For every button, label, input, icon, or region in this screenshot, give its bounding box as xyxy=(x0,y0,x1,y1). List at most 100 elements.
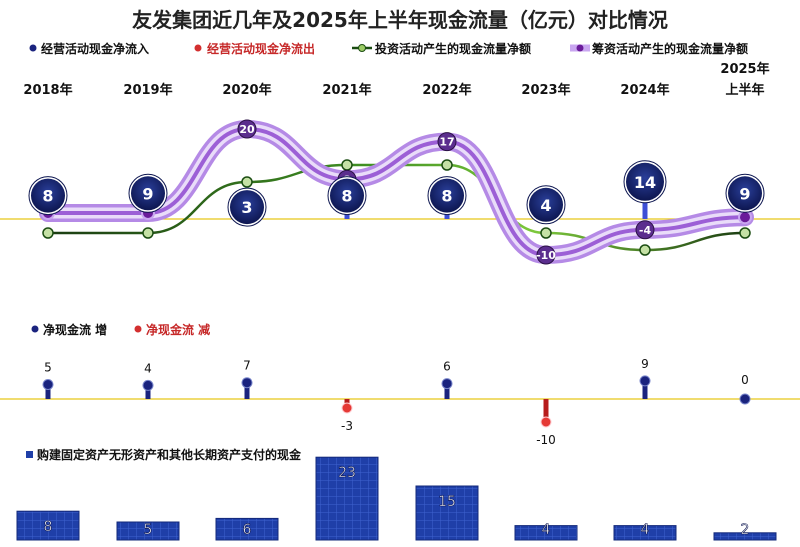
financing-point xyxy=(738,210,752,225)
net-value-label: -10 xyxy=(536,433,556,447)
legend-capex: 购建固定资产无形资产和其他长期资产支付的现金 xyxy=(26,447,302,462)
net-value-label: 6 xyxy=(443,360,451,374)
legend-net-increase-marker xyxy=(31,325,39,333)
net-point xyxy=(441,378,453,390)
financing-point xyxy=(635,220,655,240)
net-point xyxy=(241,377,253,389)
net-point xyxy=(42,379,54,390)
capex-value-label: 15 xyxy=(438,494,456,510)
operating-bubble xyxy=(728,176,762,211)
net-stem xyxy=(145,385,151,399)
operating-bubble xyxy=(330,178,364,213)
x-tick-label: 2025年上半年 xyxy=(720,61,769,98)
net-point xyxy=(639,375,651,387)
operating-value-label: 14 xyxy=(634,173,656,192)
operating-value-label: 9 xyxy=(739,184,750,203)
investing-point xyxy=(241,176,253,188)
operating-value-label: 3 xyxy=(241,198,252,217)
legend-net: 净现金流 增 净现金流 减 xyxy=(31,322,210,337)
legend-capex-marker xyxy=(26,451,33,458)
capex-bar xyxy=(514,525,578,541)
x-tick-label: 2024年 xyxy=(620,82,669,98)
financing-point xyxy=(536,245,556,265)
legend-outflow-label: 经营活动现金净流出 xyxy=(207,41,315,56)
operating-value-label: 4 xyxy=(540,196,551,215)
capex-bar xyxy=(16,510,80,541)
x-tick-label: 2023年 xyxy=(521,82,570,98)
capex-value-label: 4 xyxy=(641,522,650,538)
investing-point xyxy=(540,227,552,239)
financing-value-label: 17 xyxy=(439,136,454,149)
net-point xyxy=(540,416,552,428)
legend-financing-marker xyxy=(576,44,584,52)
net-value-label: 9 xyxy=(641,357,649,371)
legend-capex-label: 购建固定资产无形资产和其他长期资产支付的现金 xyxy=(37,447,302,462)
legend-financing-label: 筹资活动产生的现金流量净额 xyxy=(592,41,748,56)
net-stem xyxy=(444,383,450,399)
legend-net-decrease-label: 净现金流 减 xyxy=(146,322,210,337)
capex-bar xyxy=(713,532,777,541)
net-stem xyxy=(244,382,250,399)
operating-bubble xyxy=(626,162,664,201)
legend-net-decrease-marker xyxy=(134,325,142,333)
net-stem xyxy=(543,399,549,422)
financing-value-label: -10 xyxy=(536,249,556,262)
x-tick-label: 2019年 xyxy=(123,82,172,98)
legend-top: 经营活动现金净流入 经营活动现金净流出 投资活动产生的现金流量净额 筹资活动产生… xyxy=(29,41,748,56)
net-stem xyxy=(45,384,51,399)
financing-value-label: -4 xyxy=(639,224,652,237)
investing-point xyxy=(441,159,453,171)
operating-value-label: 9 xyxy=(142,184,153,203)
capex-bar xyxy=(415,485,479,541)
investing-point xyxy=(739,227,751,239)
investing-point xyxy=(341,159,353,171)
net-point xyxy=(341,402,353,414)
operating-bubble xyxy=(529,187,563,222)
financing-ribbon-core xyxy=(46,126,747,258)
net-value-label: 0 xyxy=(741,373,749,387)
capex-bar xyxy=(116,521,180,541)
capex-bar xyxy=(315,456,379,541)
financing-value-label: 20 xyxy=(239,123,255,136)
operating-bubble xyxy=(31,178,65,213)
capex-value-label: 4 xyxy=(542,522,551,538)
financing-point xyxy=(437,132,457,152)
net-value-label: 4 xyxy=(144,361,152,375)
capex-value-label: 6 xyxy=(243,522,252,538)
x-tick-label: 2020年 xyxy=(222,82,271,98)
legend-outflow-marker xyxy=(194,44,202,52)
capex-bar xyxy=(215,517,279,541)
net-value-label: -3 xyxy=(341,419,353,433)
legend-investing-label: 投资活动产生的现金流量净额 xyxy=(375,41,531,56)
financing-series: 20 8 17 -10 -4 xyxy=(39,119,754,265)
operating-bubble xyxy=(430,178,464,213)
operating-value-label: 8 xyxy=(441,187,452,206)
x-tick-label: 2018年 xyxy=(23,82,72,98)
operating-bubble xyxy=(230,190,264,225)
net-point xyxy=(142,379,154,391)
operating-value-label: 8 xyxy=(341,187,352,206)
legend-investing-marker xyxy=(358,44,366,52)
chart-title: 友发集团近几年及2025年上半年现金流量（亿元）对比情况 xyxy=(132,8,668,32)
investing-point xyxy=(639,244,651,256)
net-stem xyxy=(642,380,648,399)
investing-point xyxy=(42,227,54,239)
operating-bubbles: 8 9 3 8 8 4 14 9 xyxy=(28,160,765,227)
capex-value-label: 8 xyxy=(44,519,53,535)
capex-bar xyxy=(613,525,677,541)
capex-value-label: 5 xyxy=(144,522,153,538)
legend-inflow-label: 经营活动现金净流入 xyxy=(41,41,149,56)
x-tick-label: 2021年 xyxy=(322,82,371,98)
capex-value-label: 2 xyxy=(741,522,750,538)
operating-bubble xyxy=(131,176,165,211)
net-point xyxy=(739,393,751,405)
x-axis-labels: 2018年 2019年 2020年 2021年 2022年 2023年 2024年 2025年… xyxy=(23,61,769,98)
net-value-label: 7 xyxy=(243,359,251,373)
net-cashflow-series: 5 4 7 -3 6 -10 9 0 xyxy=(42,357,751,447)
legend-inflow-marker xyxy=(29,44,37,52)
net-value-label: 5 xyxy=(44,361,52,375)
x-tick-label: 2022年 xyxy=(422,82,471,98)
legend-net-increase-label: 净现金流 增 xyxy=(43,322,107,337)
operating-value-label: 8 xyxy=(42,187,53,206)
